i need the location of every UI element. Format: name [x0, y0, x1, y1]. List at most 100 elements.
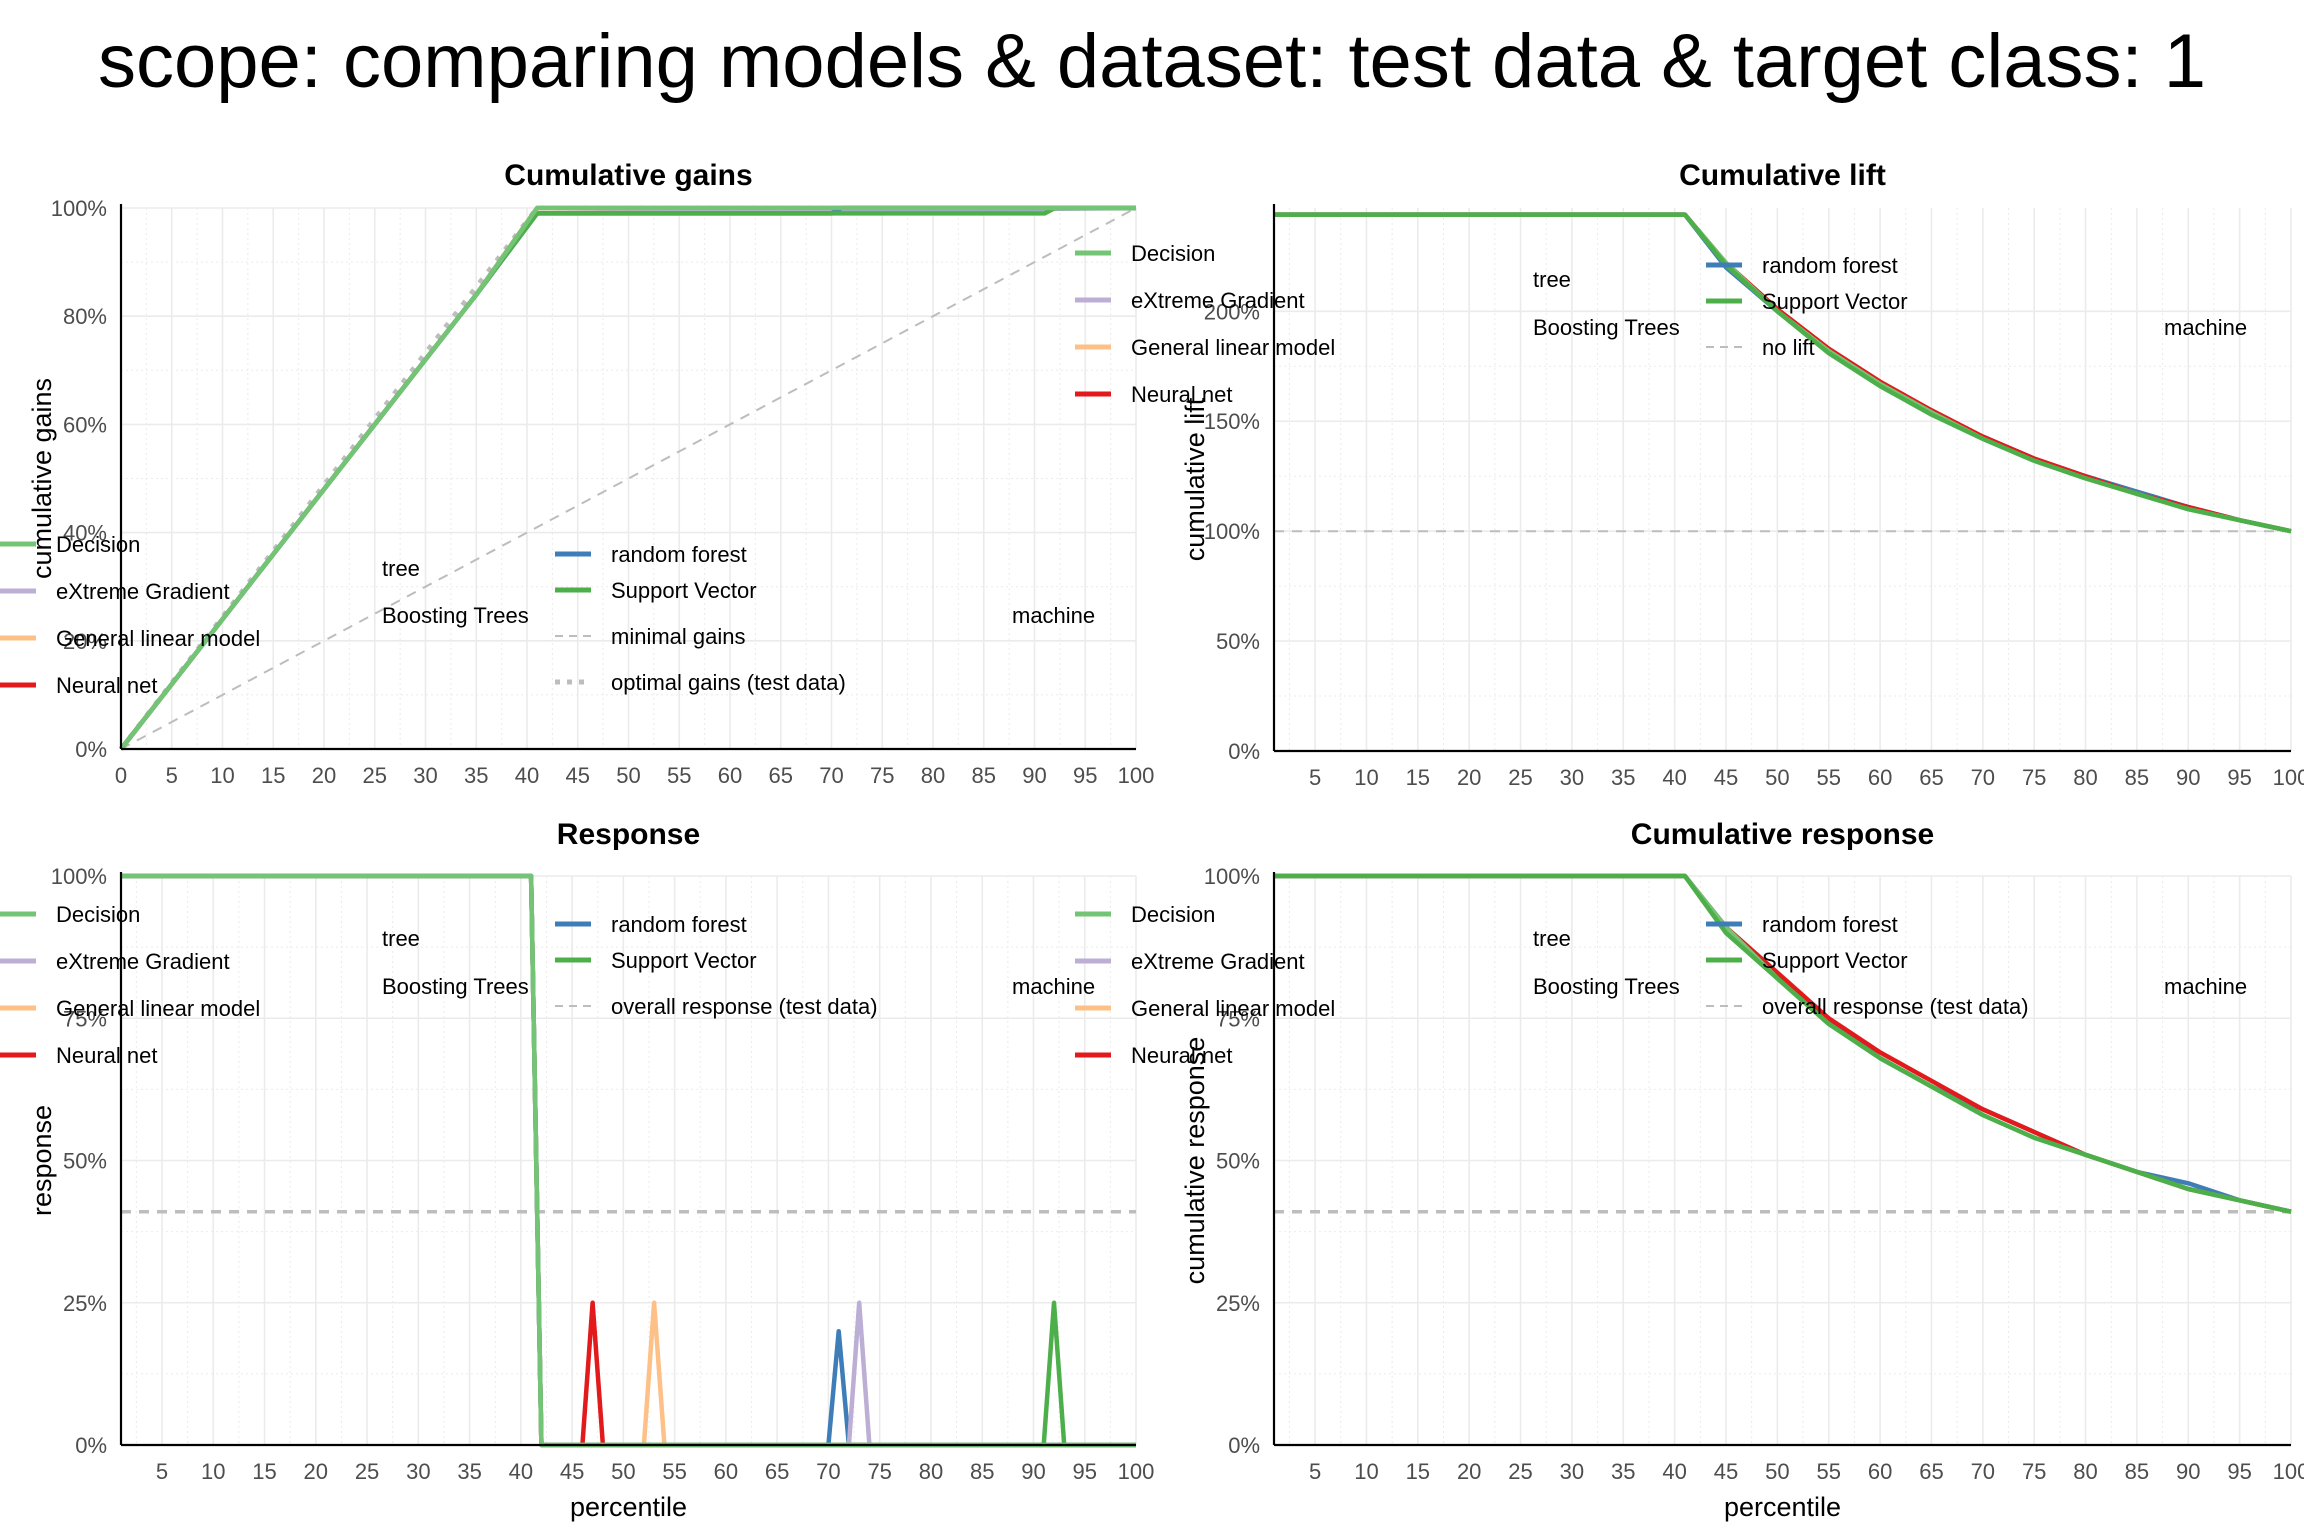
x-tick-label: 100	[2273, 1459, 2304, 1484]
lift-panel: 0% 50% 100% 150% 200% 5 10 15 20 25 30 35 40 45 50 55 60…	[1075, 159, 2304, 790]
x-tick-label: 45	[566, 763, 590, 788]
x-tick-label: 50	[616, 763, 640, 788]
y-tick-label: 25%	[63, 1291, 107, 1316]
x-tick-label: 90	[2176, 765, 2200, 790]
main-title: scope: comparing models & dataset: test …	[98, 19, 2206, 104]
legend-label-svm: Support Vector	[611, 578, 757, 603]
x-tick-label: 85	[2125, 765, 2149, 790]
x-tick-label: 35	[457, 1459, 481, 1484]
x-tick-label: 25	[363, 763, 387, 788]
legend-label-boosting-trees: Boosting Trees	[382, 974, 529, 999]
cumresponse-gridlines	[1274, 875, 2292, 1446]
x-tick-label: 80	[2073, 765, 2097, 790]
x-tick-label: 45	[1714, 765, 1738, 790]
series-line-decision-tree	[119, 205, 1136, 751]
x-tick-label: 55	[1816, 765, 1840, 790]
x-tick-label: 75	[2022, 765, 2046, 790]
y-tick-label: 0%	[1228, 1433, 1260, 1458]
y-tick-label: 0%	[75, 737, 107, 762]
x-tick-label: 80	[921, 763, 945, 788]
y-tick-label: 25%	[1216, 1291, 1260, 1316]
x-tick-label: 10	[1354, 1459, 1378, 1484]
legend-label-minimal: minimal gains	[611, 624, 746, 649]
legend-label-machine: machine	[2164, 974, 2247, 999]
x-tick-label: 65	[769, 763, 793, 788]
legend-label-tree: tree	[382, 556, 420, 581]
x-tick-label: 30	[413, 763, 437, 788]
minimal-gains-line	[120, 207, 1137, 750]
x-tick-label: 0	[115, 763, 127, 788]
y-tick-label: 100%	[51, 864, 107, 889]
legend-label-no-lift: no lift	[1762, 335, 1815, 360]
x-tick-label: 65	[1919, 765, 1943, 790]
legend-label-boosting-trees: Boosting Trees	[1533, 974, 1680, 999]
x-tick-label: 10	[210, 763, 234, 788]
response-title: Response	[557, 818, 700, 851]
lift-y-label: cumulative lift	[1180, 397, 1210, 561]
y-tick-label: 60%	[63, 412, 107, 437]
x-tick-label: 60	[1868, 765, 1892, 790]
legend-label-neural-net: Neural net	[1131, 1043, 1233, 1068]
legend-label-svm: Support Vector	[1762, 289, 1908, 314]
legend-label-neural-net: Neural net	[56, 1043, 158, 1068]
x-tick-label: 85	[972, 763, 996, 788]
gains-legend: Decision eXtreme Gradient General linear m…	[0, 532, 1095, 698]
x-tick-label: 25	[355, 1459, 379, 1484]
series-line-svm	[1274, 873, 2292, 1214]
x-tick-label: 20	[312, 763, 336, 788]
y-tick-label: 80%	[63, 304, 107, 329]
x-tick-label: 80	[2073, 1459, 2097, 1484]
legend-label-tree: tree	[1533, 926, 1571, 951]
legend-label-random-forest: random forest	[1762, 912, 1898, 937]
x-tick-label: 70	[816, 1459, 840, 1484]
cumresponse-panel: 0% 25% 50% 75% 100% 5 10 15 20 25 30 35 40 45 50 55 60 65…	[1075, 818, 2304, 1522]
x-tick-label: 15	[252, 1459, 276, 1484]
legend-label-xgb: eXtreme Gradient	[1131, 949, 1305, 974]
x-tick-label: 30	[1560, 1459, 1584, 1484]
y-tick-label: 75%	[63, 1006, 107, 1031]
x-tick-label: 55	[667, 763, 691, 788]
y-tick-label: 40%	[63, 521, 107, 546]
y-tick-label: 20%	[63, 629, 107, 654]
x-tick-label: 10	[201, 1459, 225, 1484]
legend-label-svm: Support Vector	[611, 948, 757, 973]
x-tick-label: 70	[1971, 765, 1995, 790]
x-tick-label: 30	[1560, 765, 1584, 790]
x-tick-label: 15	[1406, 1459, 1430, 1484]
legend-label-machine: machine	[2164, 315, 2247, 340]
cumresponse-y-label: cumulative response	[1180, 1037, 1210, 1285]
response-gridlines	[121, 875, 1137, 1446]
response-x-label: percentile	[570, 1492, 687, 1522]
legend-label-random-forest: random forest	[611, 542, 747, 567]
x-tick-label: 45	[560, 1459, 584, 1484]
x-tick-label: 5	[1309, 765, 1321, 790]
legend-label-machine: machine	[1012, 603, 1095, 628]
x-tick-label: 25	[1508, 1459, 1532, 1484]
x-tick-label: 20	[304, 1459, 328, 1484]
legend-label-decision-tree: Decision	[1131, 902, 1215, 927]
x-tick-label: 75	[867, 1459, 891, 1484]
legend-label-neural-net: Neural net	[56, 673, 158, 698]
y-tick-label: 75%	[1216, 1006, 1260, 1031]
x-tick-label: 50	[1765, 1459, 1789, 1484]
lift-title: Cumulative lift	[1679, 159, 1886, 192]
x-tick-label: 30	[406, 1459, 430, 1484]
y-tick-label: 200%	[1204, 299, 1260, 324]
legend-label-xgb: eXtreme Gradient	[1131, 288, 1305, 313]
x-tick-label: 100	[2273, 765, 2304, 790]
legend-label-decision-tree: Decision	[56, 532, 140, 557]
response-legend: Decision eXtreme Gradient General linear m…	[0, 902, 1095, 1068]
legend-label-tree: tree	[1533, 267, 1571, 292]
x-tick-label: 55	[1816, 1459, 1840, 1484]
x-tick-label: 20	[1457, 765, 1481, 790]
legend-label-machine: machine	[1012, 974, 1095, 999]
legend-label-overall: overall response (test data)	[1762, 994, 2029, 1019]
x-tick-label: 100	[1118, 1459, 1155, 1484]
x-tick-label: 40	[1662, 765, 1686, 790]
x-tick-label: 35	[1611, 765, 1635, 790]
x-tick-label: 70	[819, 763, 843, 788]
x-tick-label: 60	[714, 1459, 738, 1484]
x-tick-label: 85	[970, 1459, 994, 1484]
gains-title: Cumulative gains	[504, 159, 752, 192]
